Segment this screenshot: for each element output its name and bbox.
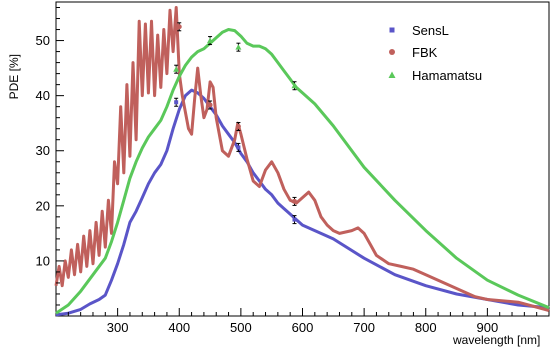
marker-triangle	[291, 82, 298, 89]
series-line-fbk	[54, 6, 550, 312]
x-tick-label-600: 600	[292, 320, 314, 335]
measured-point-hamamatsu-2	[235, 42, 242, 52]
legend-marker-triangle	[388, 71, 396, 78]
legend-item-sensl: SensL	[389, 23, 449, 38]
measured-point-sensl-3	[292, 215, 297, 225]
legend-label-hamamatsu: Hamamatsu	[412, 68, 482, 83]
x-tick-label-400: 400	[168, 320, 190, 335]
measured-points-group	[173, 22, 298, 225]
legend: SensL FBK Hamamatsu	[388, 23, 482, 83]
plot-area	[55, 1, 550, 317]
measured-point-fbk-0	[176, 22, 182, 32]
marker-square	[236, 145, 241, 150]
x-tick-label-500: 500	[230, 320, 252, 335]
y-tick-label-40: 40	[36, 88, 50, 103]
marker-circle	[235, 123, 241, 129]
x-tick-label-700: 700	[353, 320, 375, 335]
y-tick-label-50: 50	[36, 33, 50, 48]
axes-group: 300 400 500 600 700 800 900 10 20 30 40 50 wavelengt…	[7, 7, 540, 347]
plot-frame	[55, 1, 550, 317]
marker-triangle	[207, 37, 214, 44]
legend-label-fbk: FBK	[412, 45, 438, 60]
series-line-hamamatsu	[55, 28, 550, 315]
x-tick-label-800: 800	[415, 320, 437, 335]
series-group	[54, 6, 550, 317]
measured-point-hamamatsu-3	[291, 81, 298, 91]
x-tick-label-900: 900	[477, 320, 499, 335]
measured-point-fbk-2	[235, 121, 241, 131]
legend-marker-square	[389, 27, 395, 33]
legend-item-hamamatsu: Hamamatsu	[388, 68, 482, 83]
marker-square	[292, 217, 297, 222]
x-tick-label-300: 300	[107, 320, 129, 335]
marker-square	[174, 100, 179, 105]
y-tick-label-20: 20	[36, 198, 50, 213]
x-axis-title: wavelength [nm]	[452, 333, 540, 347]
measured-point-fbk-1	[207, 100, 213, 110]
measured-point-fbk-3	[291, 196, 297, 206]
legend-item-fbk: FBK	[389, 45, 438, 60]
measured-point-hamamatsu-1	[207, 36, 214, 46]
legend-label-sensl: SensL	[412, 23, 449, 38]
marker-triangle	[235, 44, 242, 50]
measured-point-sensl-2	[236, 142, 241, 152]
measured-point-hamamatsu-0	[173, 64, 180, 74]
y-tick-label-10: 10	[36, 253, 50, 268]
marker-triangle	[173, 66, 180, 72]
marker-circle	[291, 198, 297, 204]
legend-marker-circle	[389, 49, 395, 55]
y-axis-title: PDE [%]	[7, 54, 21, 99]
y-tick-label-30: 30	[36, 143, 50, 158]
marker-circle	[176, 24, 182, 30]
measured-point-sensl-0	[174, 97, 179, 107]
marker-circle	[207, 102, 213, 108]
